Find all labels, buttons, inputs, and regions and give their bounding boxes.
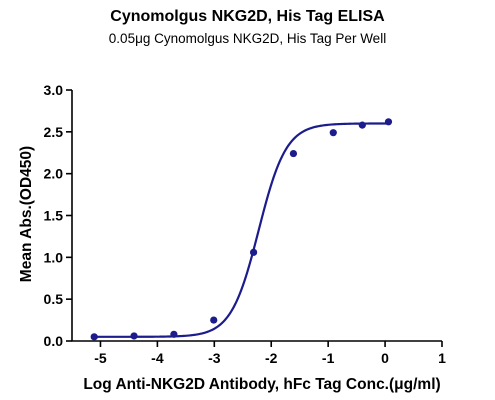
y-tick-label: 2.0 <box>44 166 64 182</box>
fit-curve <box>94 122 389 338</box>
y-tick-label: 3.0 <box>44 82 64 98</box>
data-point <box>90 333 98 341</box>
data-point <box>358 121 366 129</box>
data-point <box>249 248 258 256</box>
data-point <box>210 316 218 324</box>
chart-axes: 0.0 0.5 1.0 1.5 2.0 2.5 3.0 -5 -4 -3 -2 -1 0 1 <box>44 82 447 366</box>
fit-curve-layer <box>94 122 389 338</box>
y-axis-title: Mean Abs.(OD450) <box>18 146 35 282</box>
data-point <box>170 330 178 338</box>
chart-subtitle: 0.05μg Cynomolgus NKG2D, His Tag Per Wel… <box>108 31 387 46</box>
y-tick-label: 1.0 <box>44 249 64 265</box>
y-tick-label: 2.5 <box>44 124 64 140</box>
data-point <box>384 118 393 126</box>
y-tick-label: 0.0 <box>44 333 64 349</box>
x-tick-label: -4 <box>151 350 164 366</box>
data-point <box>130 332 138 340</box>
x-tick-label: -3 <box>208 350 221 366</box>
x-tick-label: -2 <box>265 350 278 366</box>
x-tick-label: 1 <box>438 350 446 366</box>
x-tick-label: 0 <box>381 350 389 366</box>
y-tick-label: 0.5 <box>44 291 64 307</box>
y-tick-label: 1.5 <box>44 208 64 224</box>
data-points-layer <box>90 118 393 341</box>
x-axis-title: Log Anti-NKG2D Antibody, hFc Tag Conc.(μ… <box>83 376 440 393</box>
chart-title: Cynomolgus NKG2D, His Tag ELISA <box>110 8 385 25</box>
x-tick-label: -1 <box>322 350 335 366</box>
x-tick-label: -5 <box>94 350 107 366</box>
data-point <box>289 149 298 158</box>
data-point <box>329 129 337 137</box>
